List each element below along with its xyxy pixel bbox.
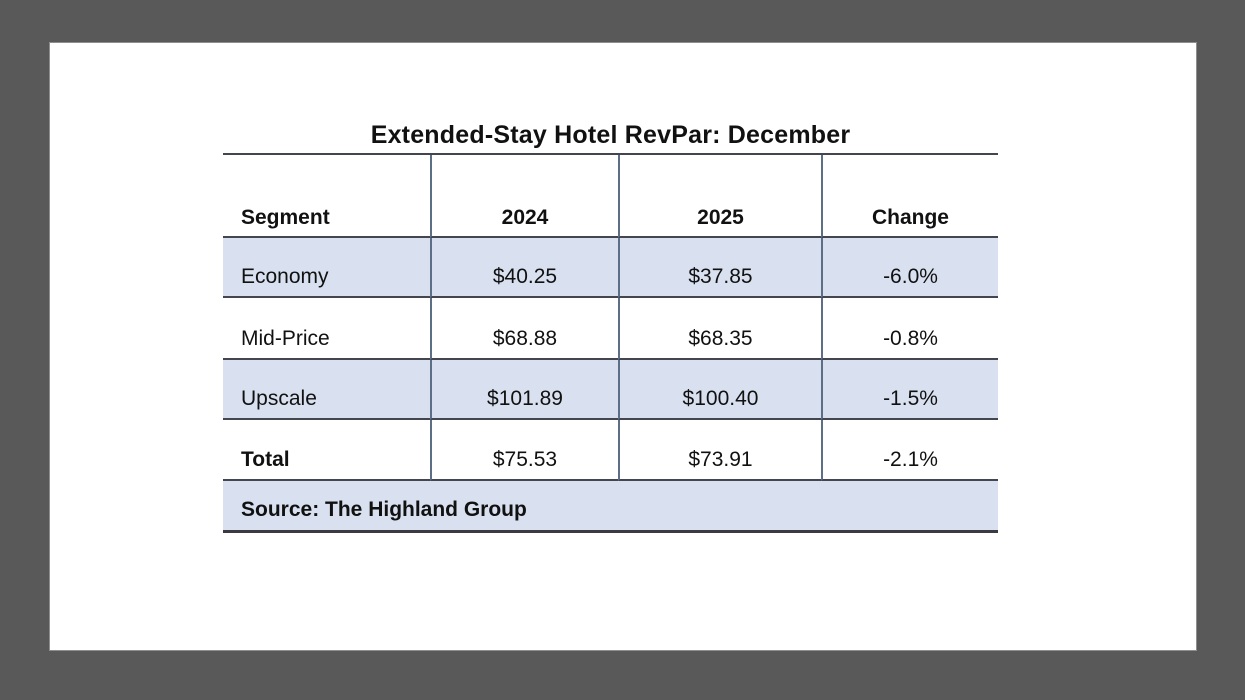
cell-change-upscale: -1.5% xyxy=(821,360,998,420)
col-header-change: Change xyxy=(821,155,998,238)
cell-2025-economy: $37.85 xyxy=(618,238,821,298)
cell-2025-midprice: $68.35 xyxy=(618,298,821,360)
cell-2025-total: $73.91 xyxy=(618,420,821,481)
revpar-grid: Segment 2024 2025 Change Economy $40.25 … xyxy=(223,153,998,533)
cell-2024-upscale: $101.89 xyxy=(430,360,618,420)
cell-2025-upscale: $100.40 xyxy=(618,360,821,420)
cell-2024-total: $75.53 xyxy=(430,420,618,481)
revpar-table: Extended-Stay Hotel RevPar: December Seg… xyxy=(223,115,998,533)
cell-segment-economy: Economy xyxy=(223,238,430,298)
cell-2024-midprice: $68.88 xyxy=(430,298,618,360)
source-note: Source: The Highland Group xyxy=(223,481,998,533)
cell-segment-midprice: Mid-Price xyxy=(223,298,430,360)
slide-card: Extended-Stay Hotel RevPar: December Seg… xyxy=(49,42,1197,651)
cell-segment-total: Total xyxy=(223,420,430,481)
col-header-2024: 2024 xyxy=(430,155,618,238)
cell-change-midprice: -0.8% xyxy=(821,298,998,360)
cell-change-economy: -6.0% xyxy=(821,238,998,298)
col-header-segment: Segment xyxy=(223,155,430,238)
cell-change-total: -2.1% xyxy=(821,420,998,481)
col-header-2025: 2025 xyxy=(618,155,821,238)
cell-segment-upscale: Upscale xyxy=(223,360,430,420)
cell-2024-economy: $40.25 xyxy=(430,238,618,298)
table-title: Extended-Stay Hotel RevPar: December xyxy=(370,121,851,149)
